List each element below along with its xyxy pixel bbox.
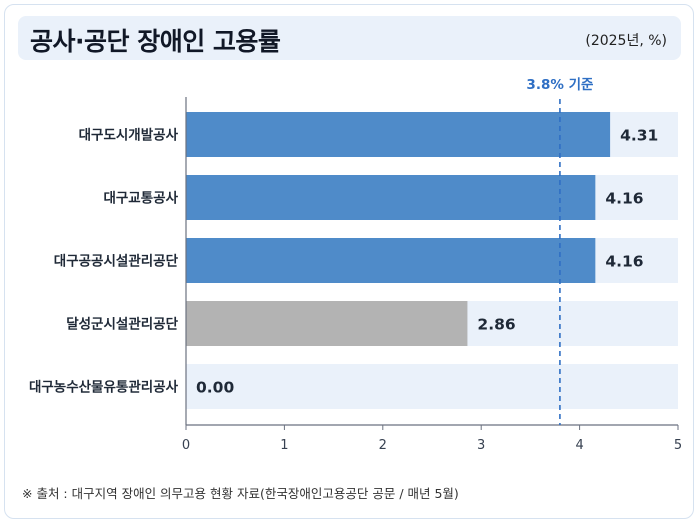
value-label: 4.16 xyxy=(605,190,643,208)
bar xyxy=(186,301,468,346)
bar-track xyxy=(186,364,678,409)
chart-header: 공사·공단 장애인 고용률 (2025년, %) xyxy=(18,16,681,60)
x-tick-label: 1 xyxy=(280,438,288,453)
category-label: 달성군시설관리공단 xyxy=(66,316,178,333)
bar xyxy=(186,175,596,220)
value-label: 4.31 xyxy=(620,127,658,145)
x-tick-label: 3 xyxy=(477,438,485,453)
x-tick-label: 4 xyxy=(575,438,583,453)
value-label: 0.00 xyxy=(196,379,234,397)
category-label: 대구공공시설관리공단 xyxy=(54,253,179,270)
x-tick-label: 0 xyxy=(182,438,190,453)
x-tick-label: 5 xyxy=(674,438,682,453)
category-label: 대구교통공사 xyxy=(103,191,178,207)
value-label: 2.86 xyxy=(477,316,515,334)
reference-line-label: 3.8% 기준 xyxy=(526,77,594,93)
source-note: ※ 출처 : 대구지역 장애인 의무고용 현황 자료(한국장애인고용공단 공문 … xyxy=(22,486,459,501)
bar xyxy=(186,238,596,283)
x-tick-label: 2 xyxy=(379,438,387,453)
category-label: 대구농수산물유통관리공사 xyxy=(29,379,179,396)
chart-title: 공사·공단 장애인 고용률 xyxy=(30,27,281,56)
bar xyxy=(186,112,611,157)
value-label: 4.16 xyxy=(605,253,643,271)
category-label: 대구도시개발공사 xyxy=(79,127,179,144)
chart-unit: (2025년, %) xyxy=(585,33,667,49)
